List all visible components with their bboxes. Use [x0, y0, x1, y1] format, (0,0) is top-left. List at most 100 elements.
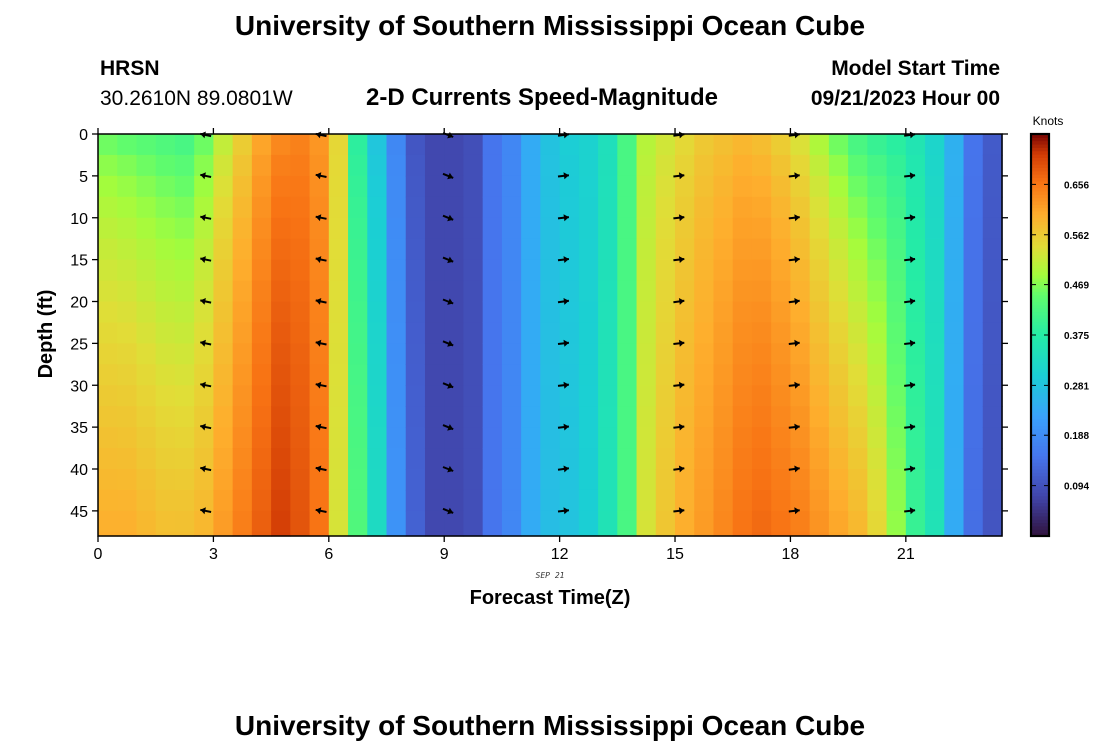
- heatmap-cell: [848, 217, 868, 240]
- heatmap-cell: [655, 448, 676, 470]
- heatmap-cells: [98, 134, 1003, 537]
- colorbar-segment: [1031, 318, 1049, 323]
- current-arrow: [557, 214, 570, 222]
- colorbar-segment: [1031, 361, 1049, 366]
- heatmap-cell: [194, 196, 214, 219]
- heatmap-cell: [578, 343, 599, 365]
- heatmap-cell: [463, 364, 484, 386]
- y-axis-label: Depth (ft): [35, 290, 57, 379]
- heatmap-cell: [925, 280, 945, 303]
- heatmap-cell: [174, 154, 195, 177]
- heatmap-cell: [598, 469, 618, 491]
- colorbar-segment: [1031, 402, 1049, 406]
- heatmap-cell: [886, 280, 907, 303]
- arrow-head: [678, 381, 685, 389]
- heatmap-cell: [367, 217, 388, 240]
- heatmap-cell: [809, 448, 830, 470]
- heatmap-cell: [348, 154, 368, 177]
- heatmap-cell: [886, 510, 907, 533]
- heatmap-cell: [809, 427, 830, 449]
- heatmap-cell: [98, 238, 118, 261]
- current-arrow: [904, 465, 916, 473]
- heatmap-cell: [905, 385, 926, 407]
- heatmap-cell: [617, 364, 638, 386]
- colorbar-segment: [1031, 140, 1049, 145]
- colorbar-segment: [1031, 201, 1049, 205]
- heatmap-cell: [694, 385, 715, 407]
- heatmap-cell: [578, 510, 599, 533]
- heatmap-cell: [809, 217, 830, 240]
- heatmap-cell: [828, 489, 849, 512]
- heatmap-cell: [367, 427, 388, 449]
- heatmap-cell: [905, 469, 926, 491]
- heatmap-cell: [501, 280, 522, 303]
- heatmap-cell: [155, 322, 176, 344]
- colorbar-segment: [1031, 365, 1049, 369]
- x-tick-label: 9: [440, 546, 449, 563]
- heatmap-cell: [790, 385, 811, 407]
- heatmap-cell: [867, 217, 888, 240]
- heatmap-cell: [213, 343, 234, 365]
- y-tick-label: 20: [70, 295, 88, 312]
- heatmap-cell: [405, 196, 426, 219]
- heatmap-cell: [636, 427, 657, 449]
- heatmap-cell: [482, 175, 503, 198]
- heatmap-cell: [136, 154, 157, 177]
- heatmap-cell: [886, 469, 907, 491]
- heatmap-cell: [174, 427, 195, 449]
- heatmap-cell: [809, 489, 830, 512]
- heatmap-cell: [578, 385, 599, 407]
- heatmap-cell: [963, 448, 984, 470]
- heatmap-cell: [463, 531, 484, 537]
- heatmap-cell: [809, 322, 830, 344]
- heatmap-cell: [117, 134, 138, 156]
- heatmap-cell: [136, 427, 157, 449]
- heatmap-cell: [790, 175, 811, 198]
- colorbar-segment: [1031, 502, 1049, 507]
- heatmap-cell: [732, 322, 753, 344]
- heatmap-cell: [155, 301, 176, 324]
- heatmap-cell: [578, 259, 599, 282]
- heatmap-cell: [944, 489, 965, 512]
- current-arrow: [557, 465, 570, 473]
- heatmap-cell: [694, 154, 715, 177]
- heatmap-cell: [578, 196, 599, 219]
- heatmap-cell: [309, 238, 330, 261]
- heatmap-cell: [675, 217, 695, 240]
- heatmap-cell: [982, 469, 1003, 491]
- arrow-head: [200, 256, 206, 263]
- heatmap-cell: [463, 238, 484, 261]
- heatmap-cell: [694, 364, 715, 386]
- heatmap-cell: [521, 259, 541, 282]
- heatmap-cell: [482, 217, 503, 240]
- heatmap-cell: [598, 280, 618, 303]
- heatmap-cell: [636, 364, 657, 386]
- heatmap-cell: [98, 196, 118, 219]
- heatmap-cell: [578, 427, 599, 449]
- heatmap-cell: [463, 154, 484, 177]
- current-arrow: [442, 382, 454, 389]
- heatmap-cell: [886, 343, 907, 365]
- heatmap-cell: [309, 364, 330, 386]
- arrow-head: [678, 465, 685, 473]
- colorbar-segment: [1031, 355, 1049, 359]
- heatmap-cell: [963, 238, 984, 261]
- colorbar-segment: [1031, 194, 1049, 199]
- heatmap-cell: [251, 175, 272, 198]
- heatmap-cell: [713, 385, 734, 407]
- arrow-head: [563, 131, 569, 139]
- heatmap-cell: [405, 134, 426, 156]
- colorbar-segment: [1031, 385, 1049, 390]
- heatmap-cell: [732, 175, 753, 198]
- heatmap-cell: [251, 301, 272, 324]
- heatmap-cell: [98, 322, 118, 344]
- model-start-label: Model Start Time: [831, 57, 1000, 80]
- colorbar-segment: [1031, 351, 1049, 356]
- heatmap-cell: [540, 196, 561, 219]
- heatmap-cell: [348, 469, 368, 491]
- current-arrow: [315, 339, 327, 347]
- colorbar-segment: [1031, 221, 1049, 225]
- heatmap-cell: [444, 154, 465, 177]
- heatmap-cell: [540, 301, 561, 324]
- heatmap-cell: [848, 469, 868, 491]
